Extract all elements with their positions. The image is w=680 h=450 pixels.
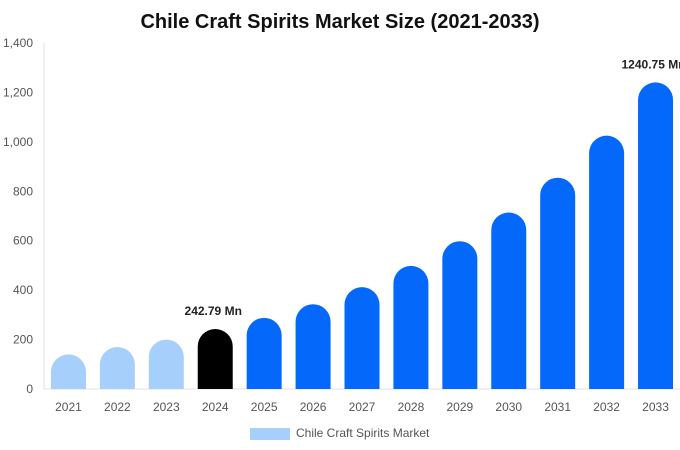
legend-label: Chile Craft Spirits Market [296, 426, 430, 440]
bar-2033 [638, 82, 674, 390]
y-tick-label: 600 [13, 234, 33, 248]
x-tick-label: 2028 [398, 400, 425, 414]
y-axis: 0 200 400 600 800 1,000 1,200 1,400 [3, 36, 45, 396]
data-label-2033: 1240.75 Mn [622, 57, 680, 71]
x-tick-label: 2033 [642, 400, 669, 414]
x-tick-label: 2022 [104, 400, 131, 414]
y-tick-label: 0 [26, 382, 33, 396]
y-tick-label: 800 [13, 184, 33, 198]
bar-2027 [344, 287, 380, 389]
bar-2025 [246, 317, 282, 389]
x-tick-label: 2021 [55, 400, 82, 414]
bar-2029 [442, 241, 478, 389]
x-tick-label: 2030 [495, 400, 522, 414]
y-tick-label: 1,400 [3, 36, 33, 50]
legend-swatch [250, 428, 290, 440]
x-tick-label: 2031 [544, 400, 571, 414]
x-tick-label: 2032 [593, 400, 620, 414]
bars [50, 82, 674, 390]
chart-title: Chile Craft Spirits Market Size (2021-20… [140, 11, 539, 33]
y-tick-label: 400 [13, 283, 33, 297]
bar-2026 [295, 304, 331, 389]
x-tick-label: 2023 [153, 400, 180, 414]
y-tick-label: 200 [13, 333, 33, 347]
bar-2022 [99, 346, 135, 389]
data-label-2024: 242.79 Mn [185, 304, 242, 318]
x-tick-label: 2029 [446, 400, 473, 414]
bar-2032 [589, 135, 625, 389]
x-tick-label: 2026 [300, 400, 327, 414]
bar-2023 [148, 339, 184, 389]
bar-2024 [197, 328, 233, 389]
bar-2030 [491, 212, 527, 389]
bar-2028 [393, 265, 429, 389]
x-tick-label: 2027 [349, 400, 376, 414]
y-tick-label: 1,000 [3, 135, 33, 149]
x-tick-label: 2024 [202, 400, 229, 414]
y-tick-label: 1,200 [3, 85, 33, 99]
legend: Chile Craft Spirits Market [250, 426, 430, 440]
bar-2031 [540, 177, 576, 389]
data-labels: 242.79 Mn 1240.75 Mn [185, 57, 680, 318]
x-tick-label: 2025 [251, 400, 278, 414]
bar-2021 [50, 354, 86, 389]
x-axis: 2021 2022 2023 2024 2025 2026 2027 2028 2029 2030… [44, 388, 680, 414]
